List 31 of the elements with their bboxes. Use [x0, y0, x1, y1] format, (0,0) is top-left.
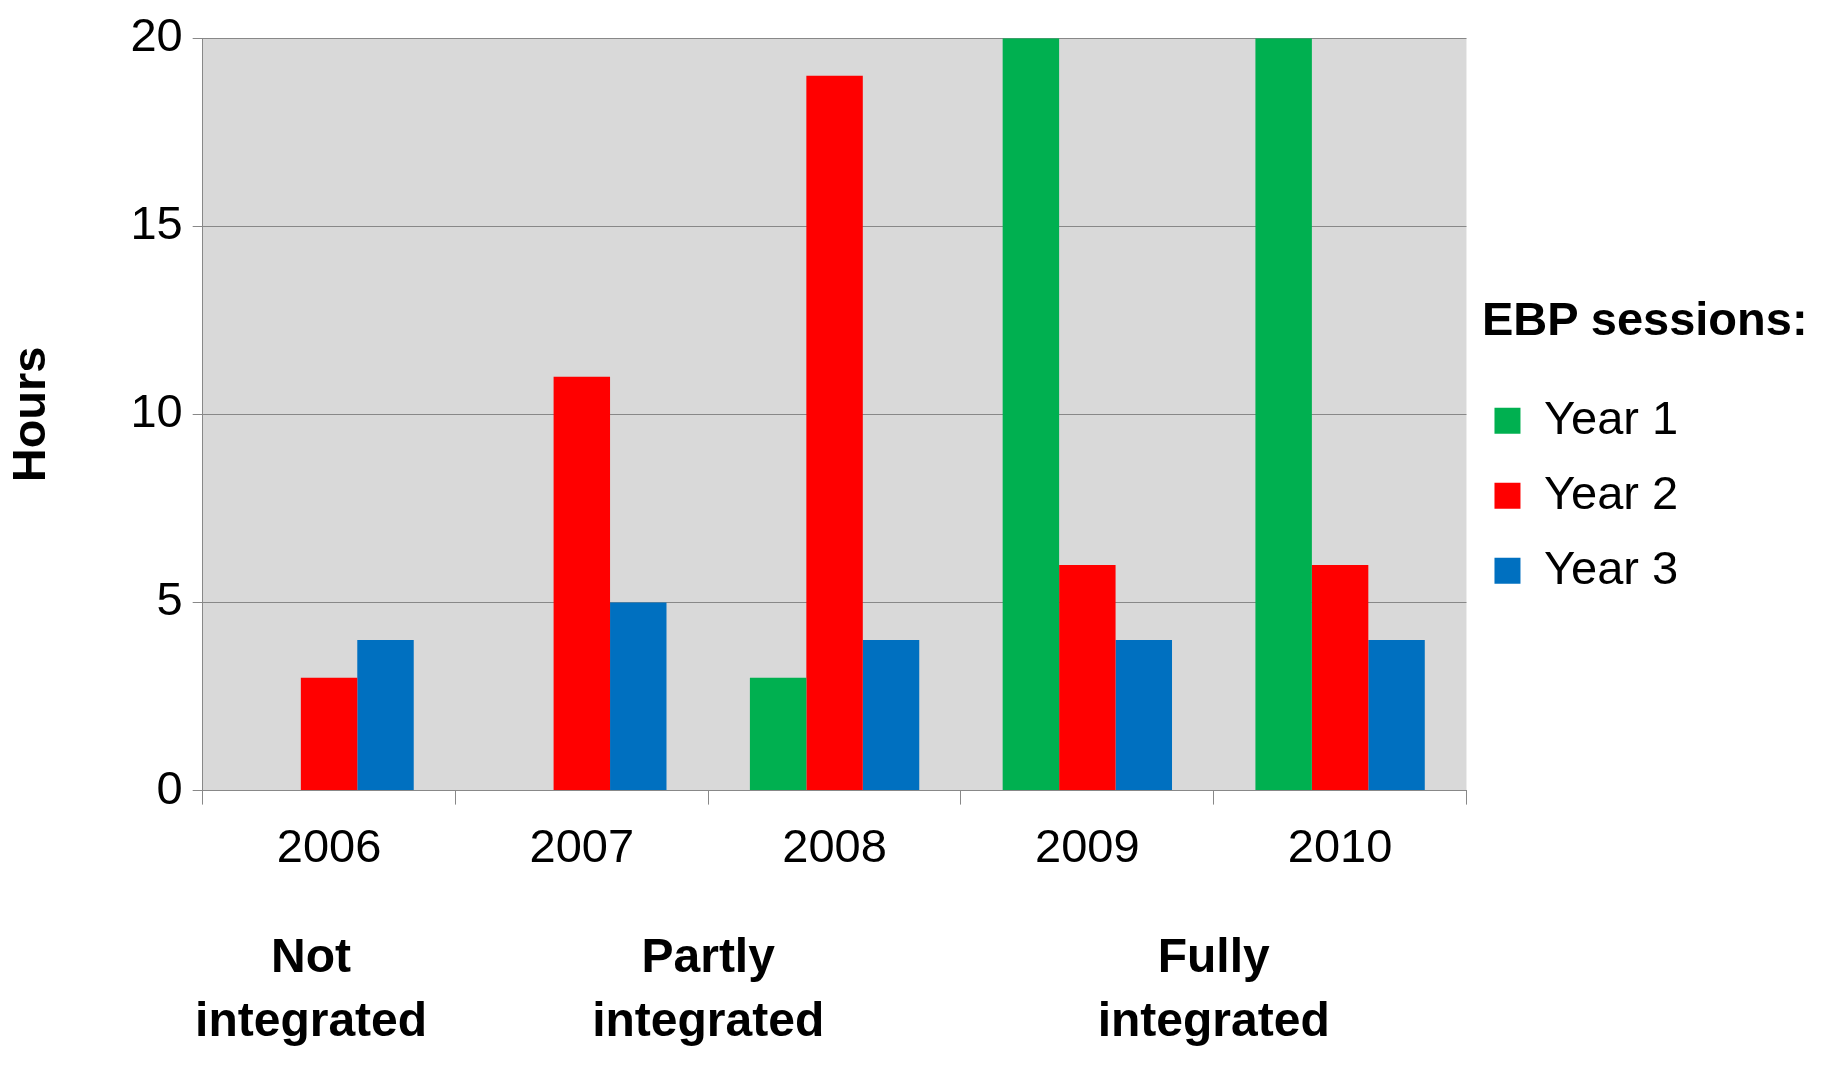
y-tick-label: 0	[156, 760, 183, 814]
bar	[1115, 640, 1173, 791]
y-tick-label: 15	[130, 196, 183, 250]
y-tick-label: 5	[156, 572, 183, 626]
text: Not integrated	[195, 928, 428, 1046]
legend-label: Year 1	[1543, 390, 1679, 444]
bar	[806, 75, 863, 791]
legend-title: EBP sessions:	[1481, 292, 1808, 346]
text: Partly integrated	[592, 928, 825, 1046]
bar	[1002, 38, 1060, 791]
bar	[610, 602, 667, 791]
x-tick-label: 2007	[529, 818, 635, 872]
y-axis-title: Hours	[2, 346, 56, 483]
bar	[749, 677, 807, 791]
x-tick-label: 2006	[276, 818, 382, 872]
bar	[1255, 38, 1312, 791]
y-tick-label: 20	[130, 8, 183, 62]
bar	[357, 640, 414, 791]
legend-label: Year 2	[1543, 465, 1679, 519]
x-tick-label: 2009	[1035, 818, 1140, 872]
y-tick-label: 10	[130, 384, 183, 438]
x-tick-label: 2010	[1287, 818, 1393, 872]
bar	[553, 376, 611, 791]
text: Fully integrated	[1097, 928, 1330, 1046]
bar	[1311, 564, 1369, 791]
bar	[1059, 564, 1116, 791]
bar	[300, 677, 358, 791]
legend-label: Year 3	[1543, 540, 1679, 594]
bar	[1368, 640, 1425, 791]
bar	[862, 640, 920, 791]
x-tick-label: 2008	[782, 818, 887, 872]
